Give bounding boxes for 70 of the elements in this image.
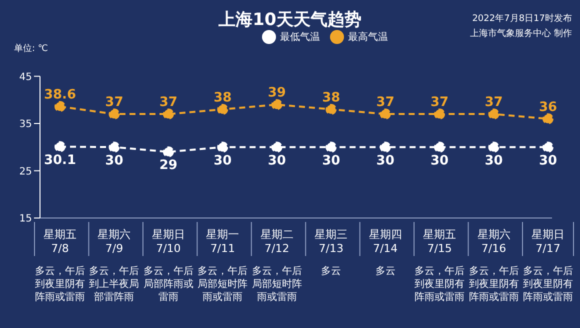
text: 多云，午后局部短时阵雨或雷雨 bbox=[198, 265, 248, 303]
point bbox=[162, 146, 174, 158]
x-tick-label: 星期日 7/17 bbox=[532, 228, 564, 255]
point bbox=[108, 142, 120, 153]
data-label: 37 bbox=[430, 95, 449, 110]
data-label: 36 bbox=[538, 100, 558, 115]
point bbox=[488, 142, 500, 153]
point bbox=[434, 108, 446, 120]
point bbox=[434, 142, 446, 153]
data-label: 38 bbox=[214, 90, 232, 106]
y-tick-label: 45 bbox=[19, 72, 32, 83]
point bbox=[542, 113, 554, 124]
text: 多云，午后到夜里阴有阵雨或雷雨 bbox=[523, 265, 573, 303]
legend-label: 最低气温 bbox=[280, 32, 320, 43]
point bbox=[108, 108, 120, 120]
data-label: 29 bbox=[159, 158, 178, 174]
text: 多云，午后局部短时阵雨或雷雨 bbox=[252, 265, 302, 303]
data-label: 30 bbox=[105, 153, 124, 168]
point bbox=[380, 142, 391, 153]
x-tick-label: 星期一 7/11 bbox=[206, 228, 240, 255]
text: 多云，午后到夜里阴有阵雨或雷雨 bbox=[414, 265, 465, 303]
point bbox=[271, 99, 282, 110]
x-tick-label: 星期六 7/9 bbox=[98, 228, 131, 255]
text: 多云，午后局部阵雨或雷雨 bbox=[143, 265, 194, 303]
data-label: 39 bbox=[268, 86, 286, 101]
x-tick-label: 星期五 7/15 bbox=[423, 228, 456, 255]
point bbox=[54, 101, 66, 112]
point bbox=[542, 142, 554, 153]
data-label: 30 bbox=[538, 153, 558, 168]
data-label: 30 bbox=[484, 153, 503, 168]
x-tick-label: 星期二 7/12 bbox=[260, 228, 294, 255]
point bbox=[326, 104, 337, 115]
point bbox=[217, 142, 228, 153]
data-label: 37 bbox=[159, 95, 178, 110]
point bbox=[162, 108, 174, 120]
data-label: 37 bbox=[484, 95, 503, 110]
y-tick-label: 15 bbox=[19, 214, 32, 225]
data-label: 30 bbox=[268, 153, 286, 168]
legend-label: 最高气温 bbox=[348, 32, 388, 43]
point bbox=[488, 108, 500, 120]
x-tick-label: 星期日 7/10 bbox=[152, 228, 185, 255]
text: 多云 bbox=[321, 265, 342, 277]
point bbox=[54, 141, 66, 152]
data-label: 38 bbox=[322, 90, 340, 106]
point bbox=[217, 104, 228, 115]
chart-title: 上海10天天气趋势 bbox=[218, 10, 362, 30]
data-label: 30 bbox=[376, 153, 394, 168]
data-label: 37 bbox=[105, 95, 124, 110]
y-tick-label: 35 bbox=[19, 119, 32, 130]
y-axis-title: 单位: ℃ bbox=[14, 42, 48, 55]
x-tick-label: 星期五 7/8 bbox=[44, 228, 76, 255]
x-tick-label: 星期三 7/13 bbox=[314, 228, 348, 255]
data-label: 37 bbox=[376, 95, 394, 110]
text: 多云 bbox=[375, 265, 396, 277]
y-tick-label: 25 bbox=[19, 166, 32, 178]
point bbox=[271, 142, 282, 153]
x-tick-label: 星期六 7/16 bbox=[477, 228, 510, 255]
point bbox=[380, 108, 391, 120]
text: 上海市气象服务中心 制作 bbox=[470, 28, 572, 41]
x-tick-label: 星期四 7/14 bbox=[368, 228, 402, 255]
text: 多云，午后到上半夜局部雷阵雨 bbox=[89, 265, 140, 303]
point bbox=[326, 142, 337, 153]
text: 多云，午后到夜里阴有阵雨或雷雨 bbox=[35, 265, 85, 303]
data-label: 30 bbox=[214, 153, 232, 168]
data-label: 30.1 bbox=[44, 152, 76, 168]
text: 多云，午后到夜里阴有阵雨或雷雨 bbox=[468, 265, 519, 303]
data-label: 30 bbox=[430, 153, 449, 168]
data-label: 38.6 bbox=[44, 88, 76, 102]
data-label: 30 bbox=[322, 153, 340, 168]
text: 2022年7月8日17时发布 bbox=[471, 12, 572, 26]
